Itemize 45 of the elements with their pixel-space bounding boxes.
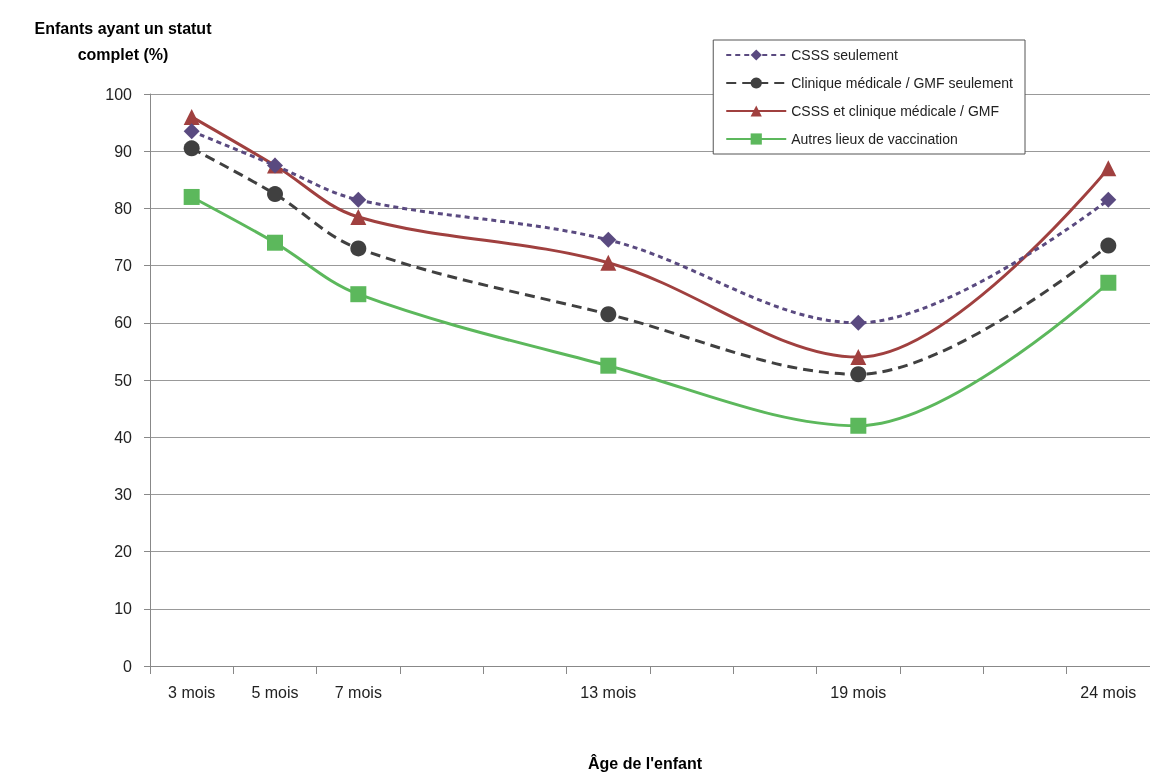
point (1100, 274, 1117, 291)
point (600, 254, 617, 271)
x-tick-label: 13 mois (580, 683, 637, 701)
y-tick-label: 50 (114, 371, 133, 389)
point (850, 314, 867, 331)
point (850, 366, 867, 383)
point (600, 357, 617, 374)
y-axis-title: Enfants ayant un statut complet (%) (34, 19, 213, 63)
y-tick-label: 10 (114, 600, 133, 618)
point (267, 186, 283, 203)
point (600, 231, 617, 248)
point (267, 234, 283, 251)
point (183, 140, 200, 157)
y-tick-label: 80 (114, 199, 133, 217)
point (183, 188, 200, 205)
y-tick-label: 60 (114, 314, 133, 332)
point (1100, 237, 1117, 254)
y-tick-label: 30 (114, 485, 133, 503)
point (850, 349, 867, 366)
legend-label: Autres lieux de vaccination (791, 131, 958, 147)
x-axis-title: Âge de l'enfant (587, 753, 703, 772)
x-tick-label: 5 mois (251, 683, 299, 701)
legend-label: Clinique médicale / GMF seulement (791, 75, 1014, 91)
point (1100, 191, 1117, 208)
y-tick-label: 70 (114, 257, 133, 275)
x-tick-label: 19 mois (830, 683, 887, 701)
y-tick-label: 40 (114, 428, 133, 446)
y-tick-label: 0 (123, 657, 133, 675)
point (350, 191, 367, 208)
y-tick-label: 20 (114, 543, 133, 561)
point (1100, 160, 1117, 177)
x-tick-label: 7 mois (334, 683, 382, 701)
x-tick-label: 3 mois (168, 683, 216, 701)
point (350, 286, 367, 303)
legend-label: CSSS et clinique médicale / GMF (791, 103, 999, 119)
y-tick-label: 90 (114, 142, 133, 160)
point (850, 417, 867, 434)
y-tick-label: 100 (105, 85, 133, 103)
point (183, 108, 200, 125)
point (350, 208, 367, 225)
x-tick-label: 24 mois (1080, 683, 1137, 701)
point (183, 123, 200, 140)
point (350, 240, 367, 257)
legend-label: CSSS seulement (791, 47, 898, 63)
point (600, 306, 617, 323)
